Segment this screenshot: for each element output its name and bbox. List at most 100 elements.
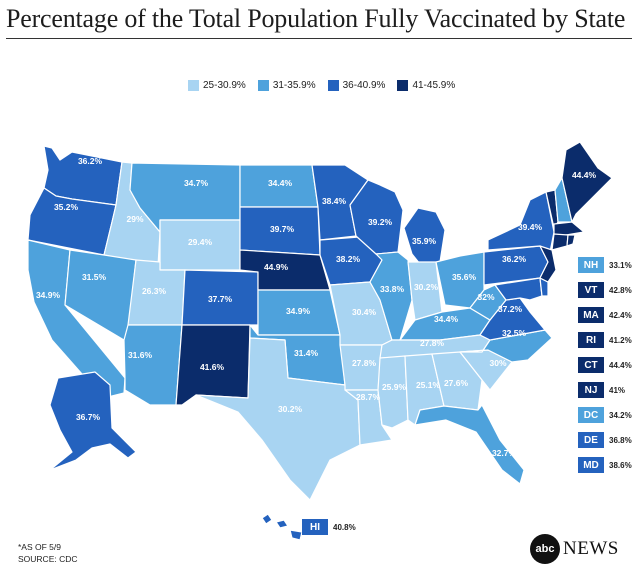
small-state-box: MD [578, 457, 604, 473]
state-az [123, 324, 183, 406]
state-ri [566, 234, 576, 247]
legend: 25-30.9% 31-35.9% 36-40.9% 41-45.9% [188, 80, 455, 91]
state-value-wi: 39.2% [368, 217, 393, 227]
state-value-tn: 27.8% [420, 338, 445, 348]
hawaii-box: HI [302, 519, 328, 535]
small-state-box: VT [578, 282, 604, 298]
state-value-mt: 34.7% [184, 178, 209, 188]
state-value-pa: 36.2% [502, 254, 527, 264]
state-value-ia: 38.2% [336, 254, 361, 264]
state-value-oh: 35.6% [452, 272, 477, 282]
small-state-value: 41.2% [609, 335, 632, 345]
state-value-me: 44.4% [572, 170, 597, 180]
state-value-fl: 32.7% [492, 448, 517, 458]
legend-label: 41-45.9% [412, 80, 456, 91]
small-state-box: NH [578, 257, 604, 273]
legend-label: 31-35.9% [272, 80, 316, 91]
small-state-value: 34.2% [609, 410, 632, 420]
hawaii-key: HI 40.8% [302, 519, 356, 535]
abc-logo-mark: abc [530, 534, 560, 564]
page-title: Percentage of the Total Population Fully… [6, 4, 626, 33]
state-ma [553, 221, 585, 237]
small-state-row: CT 44.4% [578, 356, 632, 374]
small-state-value: 42.4% [609, 310, 632, 320]
state-value-il: 33.8% [380, 284, 405, 294]
small-state-value: 41% [609, 385, 626, 395]
legend-swatch [188, 80, 199, 91]
state-hi [261, 513, 303, 541]
footnote: *AS OF 5/9 SOURCE: CDC [18, 541, 78, 565]
state-value-wa: 36.2% [78, 156, 103, 166]
state-value-sd: 39.7% [270, 224, 295, 234]
state-value-ny: 39.4% [518, 222, 543, 232]
state-value-ak: 36.7% [76, 412, 101, 422]
state-value-al: 25.1% [416, 380, 441, 390]
small-state-row: DC 34.2% [578, 406, 632, 424]
state-value-labels: 36.2% 35.2% 34.9% 29% 31.5% 34.7% 29.4% 26.3% 31… [36, 156, 597, 458]
as-of-note: *AS OF 5/9 [18, 542, 61, 552]
small-state-value: 42.8% [609, 285, 632, 295]
small-state-value: 44.4% [609, 360, 632, 370]
small-state-value: 38.6% [609, 460, 632, 470]
state-value-ga: 27.6% [444, 378, 469, 388]
state-value-tx: 30.2% [278, 404, 303, 414]
small-state-row: RI 41.2% [578, 331, 632, 349]
state-value-in: 30.2% [414, 282, 439, 292]
legend-item: 41-45.9% [397, 80, 455, 91]
legend-swatch [257, 80, 269, 91]
small-state-row: MD 38.6% [578, 456, 632, 474]
state-value-az: 31.6% [128, 350, 153, 360]
legend-swatch [397, 80, 409, 91]
small-state-row: DE 36.8% [578, 431, 632, 449]
state-value-va: 37.2% [498, 304, 523, 314]
small-state-box: DC [578, 407, 604, 423]
state-value-sc: 30% [489, 358, 506, 368]
state-value-ne: 44.9% [264, 262, 289, 272]
state-value-mn: 38.4% [322, 196, 347, 206]
title-divider [6, 38, 632, 39]
legend-item: 36-40.9% [327, 80, 386, 91]
source-note: SOURCE: CDC [18, 554, 78, 564]
small-state-box: DE [578, 432, 604, 448]
state-ct [551, 233, 569, 251]
news-wordmark: NEWS [563, 538, 619, 559]
state-wi [349, 179, 404, 255]
state-value-or: 35.2% [54, 202, 79, 212]
state-fl [414, 404, 525, 485]
small-state-box: RI [578, 332, 604, 348]
state-ak [49, 371, 137, 471]
small-state-box: CT [578, 357, 604, 373]
state-value-nc: 32.5% [502, 328, 527, 338]
state-me [561, 141, 613, 223]
legend-label: 25-30.9% [203, 80, 246, 91]
state-value-nm: 41.6% [200, 362, 225, 372]
small-state-row: NJ 41% [578, 381, 625, 399]
state-value-mi: 35.9% [412, 236, 437, 246]
small-state-row: MA 42.4% [578, 306, 632, 324]
state-value-mo: 30.4% [352, 307, 377, 317]
state-value-wv: 32% [477, 292, 494, 302]
small-state-box: NJ [578, 382, 604, 398]
legend-label: 36-40.9% [342, 80, 386, 91]
state-ms [377, 355, 409, 429]
state-value-ok: 31.4% [294, 348, 319, 358]
state-value-nv: 31.5% [82, 272, 107, 282]
small-state-box: MA [578, 307, 604, 323]
state-ga [431, 351, 483, 411]
state-tx [195, 337, 361, 501]
state-value-la: 28.7% [356, 392, 381, 402]
small-state-value: 33.1% [609, 260, 632, 270]
legend-item: 31-35.9% [257, 80, 316, 91]
state-value-wy: 29.4% [188, 237, 213, 247]
small-state-value: 36.8% [609, 435, 632, 445]
abc-news-logo: abc NEWS [530, 534, 619, 564]
hawaii-value: 40.8% [333, 522, 356, 532]
state-value-ut: 26.3% [142, 286, 167, 296]
state-value-co: 37.7% [208, 294, 233, 304]
legend-item: 25-30.9% [188, 80, 246, 91]
state-value-ms: 25.9% [382, 382, 407, 392]
small-state-row: NH 33.1% [578, 256, 632, 274]
state-value-ks: 34.9% [286, 306, 311, 316]
state-value-ca: 34.9% [36, 290, 61, 300]
